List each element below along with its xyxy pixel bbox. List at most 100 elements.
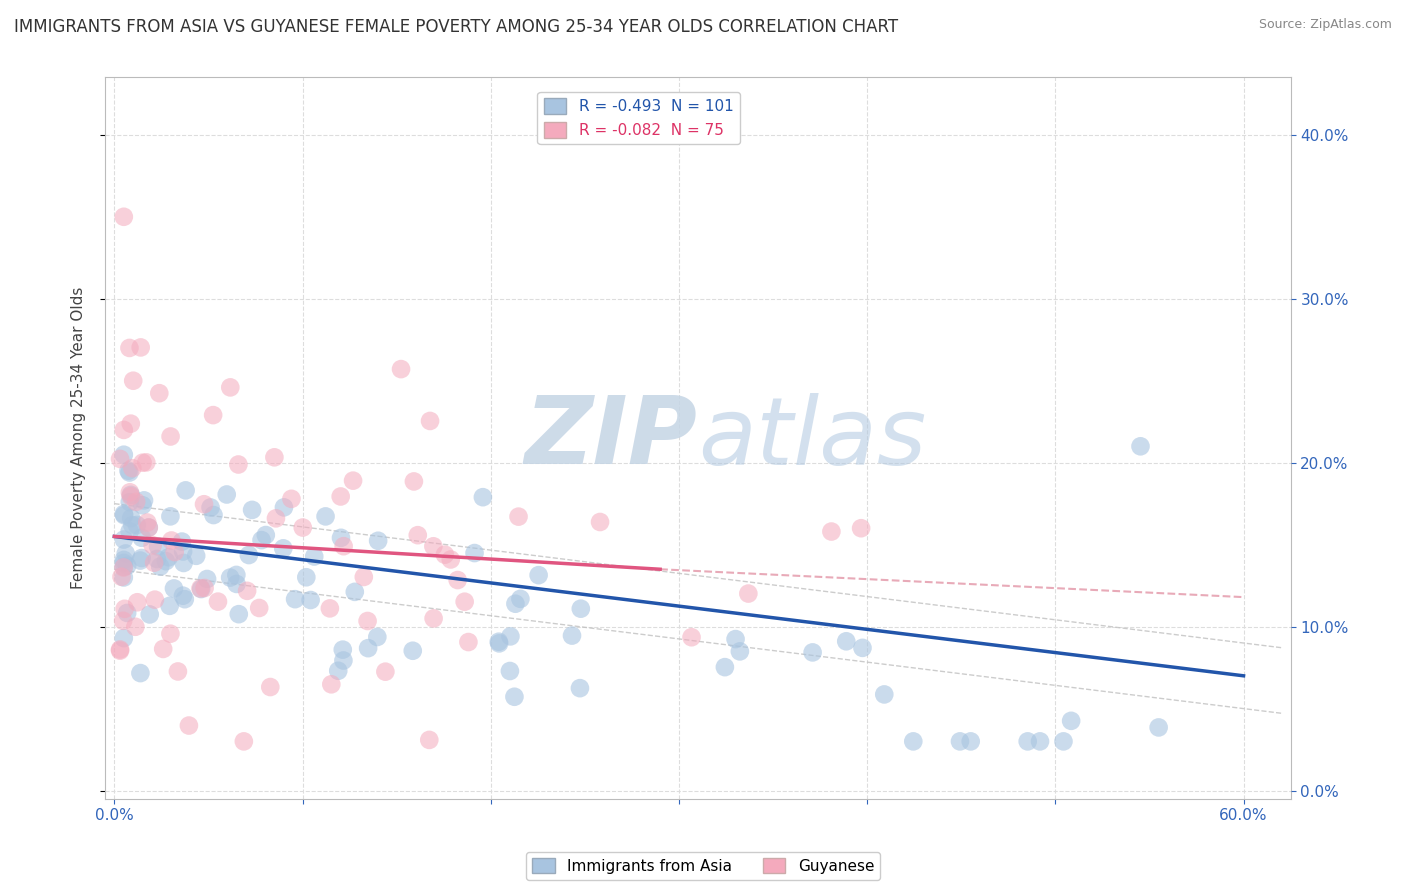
Point <box>422 539 444 553</box>
Point <box>356 614 378 628</box>
Point <box>569 601 592 615</box>
Point <box>254 528 277 542</box>
Point <box>873 688 896 702</box>
Point <box>149 559 172 574</box>
Point <box>959 734 981 748</box>
Point <box>159 626 181 640</box>
Point <box>163 582 186 596</box>
Point <box>505 597 527 611</box>
Point <box>143 592 166 607</box>
Point <box>135 455 157 469</box>
Text: ZIP: ZIP <box>524 392 697 484</box>
Point <box>114 546 136 560</box>
Point <box>280 491 302 506</box>
Point <box>108 451 131 466</box>
Point <box>366 630 388 644</box>
Point <box>163 545 186 559</box>
Point <box>143 556 166 570</box>
Point <box>250 533 273 548</box>
Point <box>271 541 294 556</box>
Point <box>321 677 343 691</box>
Point <box>120 417 142 431</box>
Point <box>170 534 193 549</box>
Point <box>131 498 153 512</box>
Point <box>195 572 218 586</box>
Point <box>820 524 842 539</box>
Point <box>499 664 522 678</box>
Point <box>146 552 169 566</box>
Point <box>332 653 354 667</box>
Point <box>332 642 354 657</box>
Point <box>419 414 441 428</box>
Point <box>112 507 135 521</box>
Point <box>112 448 135 462</box>
Text: IMMIGRANTS FROM ASIA VS GUYANESE FEMALE POVERTY AMONG 25-34 YEAR OLDS CORRELATIO: IMMIGRANTS FROM ASIA VS GUYANESE FEMALE … <box>14 18 898 36</box>
Point <box>236 583 259 598</box>
Point <box>509 591 531 606</box>
Point <box>155 554 177 568</box>
Point <box>422 611 444 625</box>
Point <box>342 474 364 488</box>
Point <box>112 553 135 567</box>
Point <box>737 586 759 600</box>
Point <box>112 560 135 574</box>
Point <box>225 577 247 591</box>
Point <box>1052 734 1074 748</box>
Point <box>440 552 463 566</box>
Point <box>152 642 174 657</box>
Point <box>215 487 238 501</box>
Point <box>299 593 322 607</box>
Point <box>332 539 354 553</box>
Point <box>108 642 131 657</box>
Legend: Immigrants from Asia, Guyanese: Immigrants from Asia, Guyanese <box>526 852 880 880</box>
Point <box>112 508 135 523</box>
Point <box>228 458 250 472</box>
Point <box>264 511 287 525</box>
Point <box>127 595 149 609</box>
Point <box>207 594 229 608</box>
Point <box>202 508 225 522</box>
Point <box>1147 721 1170 735</box>
Point <box>295 570 318 584</box>
Point <box>568 681 591 695</box>
Point <box>508 509 530 524</box>
Point <box>402 475 425 489</box>
Point <box>138 520 160 534</box>
Point <box>464 546 486 560</box>
Point <box>263 450 285 465</box>
Point <box>1029 734 1052 748</box>
Point <box>471 490 494 504</box>
Point <box>120 488 142 502</box>
Point <box>329 490 352 504</box>
Point <box>193 497 215 511</box>
Point <box>949 734 972 748</box>
Point <box>112 423 135 437</box>
Point <box>160 533 183 548</box>
Point <box>108 643 131 657</box>
Point <box>167 665 190 679</box>
Point <box>219 380 242 394</box>
Point <box>157 550 180 565</box>
Point <box>120 511 142 525</box>
Point <box>118 485 141 500</box>
Point <box>112 556 135 570</box>
Point <box>132 493 155 508</box>
Point <box>112 631 135 645</box>
Legend: R = -0.493  N = 101, R = -0.082  N = 75: R = -0.493 N = 101, R = -0.082 N = 75 <box>537 92 740 145</box>
Point <box>174 483 197 498</box>
Point <box>200 500 222 515</box>
Point <box>499 629 522 643</box>
Point <box>849 521 872 535</box>
Point <box>121 518 143 533</box>
Point <box>118 341 141 355</box>
Point <box>173 592 195 607</box>
Point <box>319 601 342 615</box>
Point <box>1017 734 1039 748</box>
Point <box>219 571 242 585</box>
Point <box>159 509 181 524</box>
Point <box>357 641 380 656</box>
Point <box>159 429 181 443</box>
Point <box>835 634 858 648</box>
Point <box>117 464 139 478</box>
Point <box>353 570 375 584</box>
